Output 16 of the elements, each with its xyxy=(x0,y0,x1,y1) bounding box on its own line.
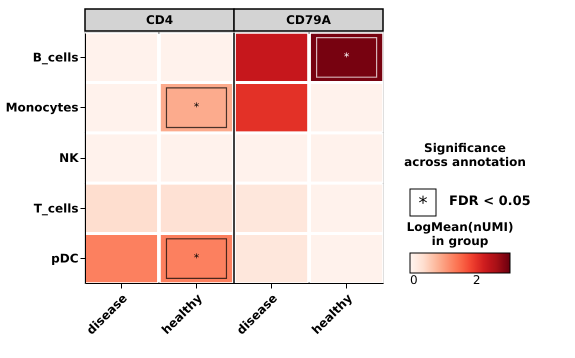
y-tick-label: Monocytes xyxy=(6,100,78,115)
text: CD4 xyxy=(146,13,174,27)
color-bar-title: LogMean(nUMI) in group xyxy=(406,220,514,248)
text: FDR < 0.05 xyxy=(449,194,531,209)
text: CD79A xyxy=(286,13,332,27)
color-bar-label: 2 xyxy=(472,273,480,287)
color-bar-label: 0 xyxy=(410,273,418,287)
y-tick-label: pDC xyxy=(51,252,79,266)
data-label: * xyxy=(194,100,200,114)
y-tick-label: B_cells xyxy=(32,50,78,64)
text: * xyxy=(418,193,428,214)
text: Significance across annotation xyxy=(404,141,526,169)
data-label: * xyxy=(194,252,200,265)
y-tick-label: NK xyxy=(59,151,80,165)
y-tick-label: T_cells xyxy=(34,201,78,216)
data-label: * xyxy=(344,50,350,64)
